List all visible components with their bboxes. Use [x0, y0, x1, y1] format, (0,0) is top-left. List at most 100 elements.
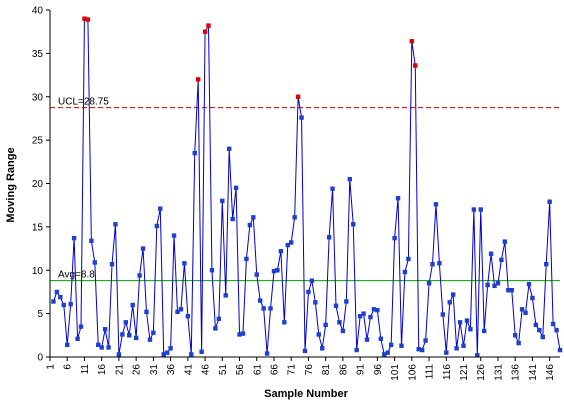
data-point: [178, 307, 184, 312]
out-of-control-point: [409, 39, 415, 44]
data-point: [292, 215, 297, 220]
y-tick-label: 15: [32, 222, 44, 233]
x-tick-label: 41: [183, 364, 194, 376]
data-point: [299, 115, 304, 120]
out-of-control-point: [413, 63, 418, 68]
data-point: [351, 222, 356, 227]
data-point: [347, 176, 352, 182]
data-point: [378, 336, 384, 341]
y-axis-ticks: 0 5 10 15 20 25 30 35 40: [32, 6, 50, 364]
data-point: [254, 272, 259, 277]
data-point: [547, 199, 552, 204]
data-point: [51, 299, 56, 304]
data-point: [133, 335, 139, 341]
out-of-control-point: [206, 23, 211, 28]
x-axis-title: Sample Number: [264, 388, 348, 400]
data-point: [306, 289, 311, 295]
data-point: [423, 338, 428, 343]
data-point: [399, 343, 404, 348]
data-point: [406, 256, 411, 262]
out-of-control-point: [85, 17, 91, 22]
data-point: [185, 314, 191, 319]
data-point: [175, 309, 180, 315]
x-tick-label: 121: [459, 364, 470, 381]
data-point: [416, 346, 421, 352]
data-point: [426, 281, 432, 286]
data-point: [361, 311, 366, 316]
data-point: [68, 301, 73, 307]
x-tick-label: 56: [235, 364, 246, 376]
data-point: [523, 310, 528, 315]
data-point: [247, 222, 253, 228]
x-tick-label: 26: [132, 364, 143, 376]
y-tick-label: 10: [32, 266, 44, 277]
x-tick-label: 81: [321, 364, 332, 376]
data-point: [106, 345, 111, 350]
x-tick-label: 61: [252, 364, 263, 376]
y-tick-label: 30: [32, 92, 44, 103]
x-tick-label: 146: [545, 364, 556, 381]
data-point: [550, 321, 556, 327]
x-tick-label: 101: [390, 364, 401, 381]
x-tick-label: 141: [528, 364, 539, 381]
data-point: [475, 353, 480, 358]
series-line: [52, 18, 561, 356]
data-point: [116, 352, 122, 357]
out-of-control-point: [195, 77, 201, 82]
data-point: [461, 343, 466, 348]
data-point: [354, 347, 359, 353]
data-point: [440, 312, 446, 317]
data-point: [182, 261, 187, 266]
x-tick-label: 116: [442, 364, 453, 380]
data-point: [127, 333, 132, 338]
y-tick-label: 35: [32, 49, 44, 60]
data-point: [278, 248, 284, 254]
data-point: [154, 223, 160, 229]
data-point: [309, 278, 315, 283]
data-point: [371, 307, 377, 312]
data-point: [313, 300, 318, 305]
data-series: [51, 16, 563, 358]
data-point: [509, 288, 514, 293]
data-point: [223, 293, 228, 298]
data-point: [330, 186, 335, 191]
data-point: [230, 216, 235, 222]
x-tick-label: 11: [80, 364, 91, 375]
data-point: [220, 198, 225, 204]
data-point: [537, 327, 542, 333]
x-tick-label: 136: [511, 364, 522, 381]
data-point: [392, 235, 397, 241]
x-tick-label: 6: [63, 364, 74, 370]
data-point: [213, 326, 218, 331]
x-tick-label: 131: [493, 364, 504, 381]
y-tick-label: 40: [32, 6, 44, 17]
data-point: [65, 342, 70, 348]
data-point: [385, 350, 390, 355]
data-point: [61, 302, 66, 308]
data-point: [492, 283, 497, 289]
data-point: [499, 257, 504, 263]
x-tick-label: 51: [218, 364, 229, 376]
data-point: [478, 207, 483, 212]
data-point: [444, 350, 449, 355]
data-point: [71, 235, 77, 241]
data-point: [258, 298, 263, 303]
data-point: [471, 207, 477, 212]
data-point: [382, 352, 387, 357]
data-point: [168, 346, 173, 351]
data-point: [368, 314, 373, 320]
data-point: [554, 327, 559, 333]
out-of-control-point: [295, 94, 301, 99]
data-point: [216, 316, 222, 322]
data-point: [464, 318, 470, 323]
x-tick-label: 111: [425, 364, 436, 380]
data-point: [388, 342, 394, 348]
y-tick-label: 5: [37, 309, 43, 320]
data-point: [402, 269, 408, 275]
data-point: [123, 320, 129, 325]
data-point: [120, 332, 125, 337]
data-point: [557, 347, 563, 353]
data-point: [109, 261, 115, 267]
